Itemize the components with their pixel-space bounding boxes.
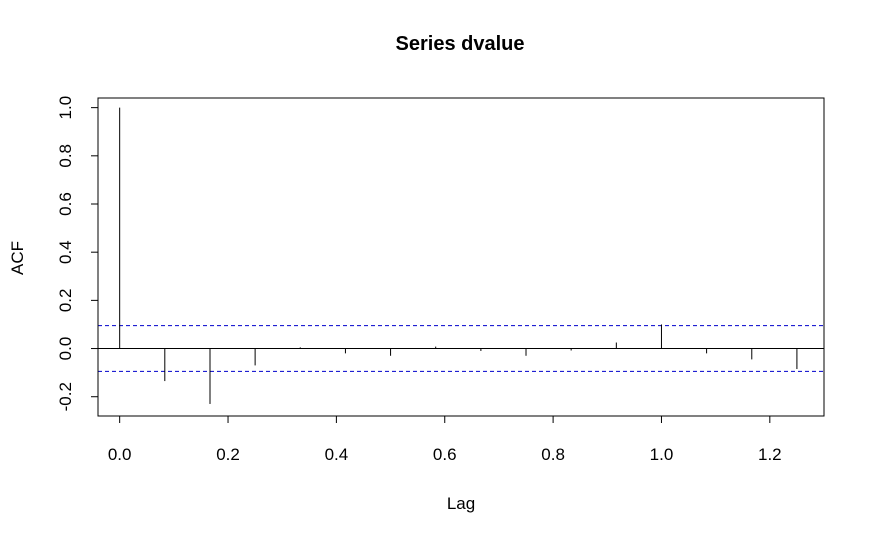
- confidence-lines: [98, 325, 824, 372]
- x-tick-label: 1.2: [758, 445, 782, 464]
- y-tick-label: 0.6: [56, 192, 75, 216]
- x-tick-label: 0.2: [216, 445, 240, 464]
- x-tick-label: 1.0: [650, 445, 674, 464]
- y-tick-label: -0.2: [56, 382, 75, 411]
- y-tick-label: 0.4: [56, 240, 75, 264]
- chart-title: Series dvalue: [396, 33, 525, 55]
- x-tick-label: 0.6: [433, 445, 457, 464]
- y-tick-label: 0.8: [56, 144, 75, 168]
- plot-frame: [97, 97, 825, 417]
- y-axis-label: ACF: [8, 241, 27, 275]
- y-tick-label: 0.2: [56, 289, 75, 313]
- x-tick-label: 0.8: [541, 445, 565, 464]
- x-axis-label: Lag: [447, 494, 475, 513]
- x-tick-label: 0.0: [108, 445, 132, 464]
- x-tick-label: 0.4: [325, 445, 349, 464]
- x-axis: 0.0 0.2 0.4 0.6 0.8 1.0 1.2: [108, 415, 782, 464]
- acf-bars: [119, 107, 798, 404]
- y-tick-label: 1.0: [56, 96, 75, 120]
- y-axis: -0.2 0.0 0.2 0.4 0.6 0.8 1.0: [56, 96, 99, 411]
- y-tick-label: 0.0: [56, 337, 75, 361]
